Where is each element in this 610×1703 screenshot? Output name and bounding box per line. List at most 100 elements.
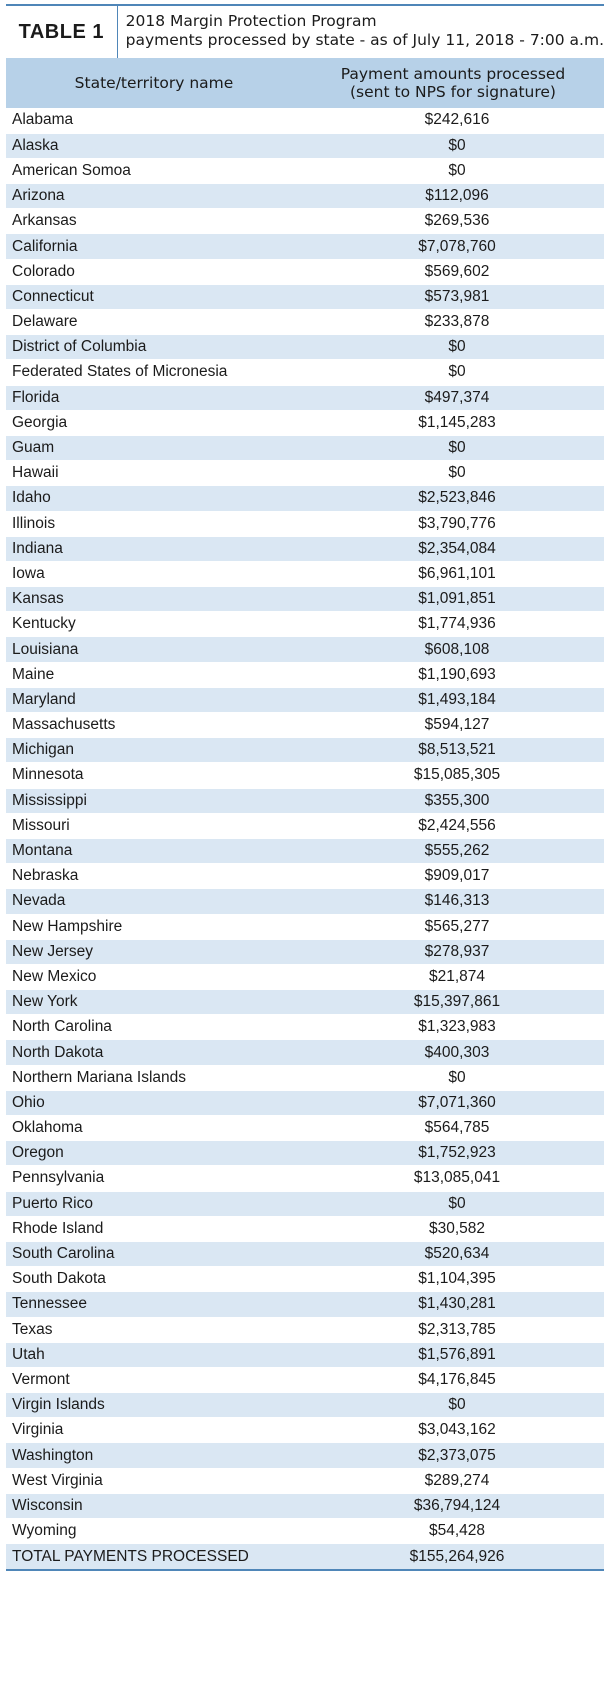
table-row: Northern Mariana Islands $0	[6, 1065, 604, 1091]
payment-amount-cell: $13,085,041	[302, 1165, 604, 1192]
state-name-cell: Oregon	[6, 1140, 302, 1167]
state-name-cell: Colorado	[6, 259, 302, 285]
table-title-line-2: payments processed by state - as of July…	[125, 31, 604, 49]
table-row: Maine $1,190,693	[6, 662, 604, 688]
state-name-cell: Kentucky	[6, 611, 302, 638]
table-title-bar: TABLE 1 2018 Margin Protection Program p…	[6, 4, 604, 58]
state-name-cell: Idaho	[6, 485, 302, 512]
table-row: Rhode Island $30,582	[6, 1216, 604, 1242]
table-label: TABLE 1	[6, 6, 118, 58]
table-row: Wyoming $54,428	[6, 1518, 604, 1545]
table-row: South Carolina $520,634	[6, 1241, 604, 1268]
table-row: Mississippi $355,300	[6, 788, 604, 814]
table-row: Michigan $8,513,521	[6, 737, 604, 764]
table-row: Puerto Rico $0	[6, 1191, 604, 1217]
table-row: Arkansas $269,536	[6, 208, 604, 235]
table-row: Kansas $1,091,851	[6, 586, 604, 613]
column-header-amount-line-2: (sent to NPS for signature)	[350, 83, 556, 101]
table-row: Colorado $569,602	[6, 259, 604, 285]
table-row: Virgin Islands $0	[6, 1392, 604, 1419]
state-name-cell: Kansas	[6, 586, 302, 613]
payment-amount-cell: $54,428	[302, 1518, 604, 1545]
payment-amount-cell: $30,582	[302, 1216, 604, 1242]
state-name-cell: Massachusetts	[6, 712, 302, 739]
table-row: Maryland $1,493,184	[6, 687, 604, 714]
payment-amount-cell: $1,104,395	[302, 1266, 604, 1293]
table-row: Indiana $2,354,084	[6, 536, 604, 562]
state-name-cell: Minnesota	[6, 762, 302, 789]
table-row: New Hampshire $565,277	[6, 914, 604, 940]
payment-amount-cell: $573,981	[302, 284, 604, 311]
table-row: Pennsylvania $13,085,041	[6, 1165, 604, 1192]
table-row: Idaho $2,523,846	[6, 485, 604, 512]
state-name-cell: Virgin Islands	[6, 1392, 302, 1419]
table-row: Texas $2,313,785	[6, 1317, 604, 1343]
state-name-cell: North Carolina	[6, 1014, 302, 1041]
table-row: West Virginia $289,274	[6, 1468, 604, 1494]
table-row: Washington $2,373,075	[6, 1442, 604, 1469]
table-row: Ohio $7,071,360	[6, 1090, 604, 1117]
payment-amount-cell: $242,616	[302, 108, 604, 134]
table-row: Federated States of Micronesia $0	[6, 359, 604, 386]
state-name-cell: Vermont	[6, 1367, 302, 1394]
payment-amount-cell: $608,108	[302, 636, 604, 663]
total-amount: $155,264,926	[302, 1543, 604, 1572]
payment-amount-cell: $0	[302, 1191, 604, 1217]
state-name-cell: Oklahoma	[6, 1115, 302, 1142]
payment-amount-cell: $1,774,936	[302, 611, 604, 638]
table-row: North Carolina $1,323,983	[6, 1014, 604, 1041]
payment-amount-cell: $0	[302, 1392, 604, 1419]
state-name-cell: Connecticut	[6, 284, 302, 311]
payment-amount-cell: $21,874	[302, 964, 604, 991]
table-row: Florida $497,374	[6, 385, 604, 411]
payment-amount-cell: $555,262	[302, 838, 604, 865]
payment-amount-cell: $8,513,521	[302, 737, 604, 764]
payment-amount-cell: $6,961,101	[302, 561, 604, 588]
payment-amount-cell: $1,430,281	[302, 1291, 604, 1318]
table-row: Iowa $6,961,101	[6, 561, 604, 588]
state-name-cell: Ohio	[6, 1090, 302, 1117]
payment-amount-cell: $112,096	[302, 183, 604, 210]
payment-amount-cell: $400,303	[302, 1039, 604, 1066]
payment-amount-cell: $2,313,785	[302, 1317, 604, 1343]
table-row: New Jersey $278,937	[6, 939, 604, 965]
state-name-cell: Alaska	[6, 133, 302, 159]
table-row: Montana $555,262	[6, 838, 604, 865]
payment-amount-cell: $2,373,075	[302, 1442, 604, 1469]
state-name-cell: Arkansas	[6, 208, 302, 235]
payment-amount-cell: $0	[302, 460, 604, 487]
table-row: Guam $0	[6, 435, 604, 462]
payment-amount-cell: $1,493,184	[302, 687, 604, 714]
table-row: Nebraska $909,017	[6, 863, 604, 890]
payment-amount-cell: $1,323,983	[302, 1014, 604, 1041]
state-name-cell: New Hampshire	[6, 914, 302, 940]
payment-amount-cell: $7,071,360	[302, 1090, 604, 1117]
table-row: North Dakota $400,303	[6, 1039, 604, 1066]
state-name-cell: South Dakota	[6, 1266, 302, 1293]
state-name-cell: American Somoa	[6, 158, 302, 185]
state-name-cell: Mississippi	[6, 788, 302, 814]
table-row: South Dakota $1,104,395	[6, 1266, 604, 1293]
table-row: Alabama $242,616	[6, 108, 604, 134]
state-name-cell: Missouri	[6, 813, 302, 839]
state-name-cell: Utah	[6, 1342, 302, 1368]
state-name-cell: Maine	[6, 662, 302, 688]
table-row: Louisiana $608,108	[6, 636, 604, 663]
table-row: Georgia $1,145,283	[6, 410, 604, 436]
payment-amount-cell: $233,878	[302, 309, 604, 336]
state-name-cell: South Carolina	[6, 1241, 302, 1268]
table-row: New Mexico $21,874	[6, 964, 604, 991]
table-row: Delaware $233,878	[6, 309, 604, 336]
payment-amount-cell: $1,576,891	[302, 1342, 604, 1368]
payment-amount-cell: $1,190,693	[302, 662, 604, 688]
state-name-cell: California	[6, 233, 302, 260]
state-name-cell: Indiana	[6, 536, 302, 562]
payment-amount-cell: $0	[302, 133, 604, 159]
table-row: New York $15,397,861	[6, 989, 604, 1016]
table-row: Minnesota $15,085,305	[6, 762, 604, 789]
column-header-amount-line-1: Payment amounts processed	[340, 65, 566, 83]
total-row: TOTAL PAYMENTS PROCESSED $155,264,926	[6, 1543, 604, 1572]
payment-amount-cell: $269,536	[302, 208, 604, 235]
payment-amount-cell: $278,937	[302, 939, 604, 965]
